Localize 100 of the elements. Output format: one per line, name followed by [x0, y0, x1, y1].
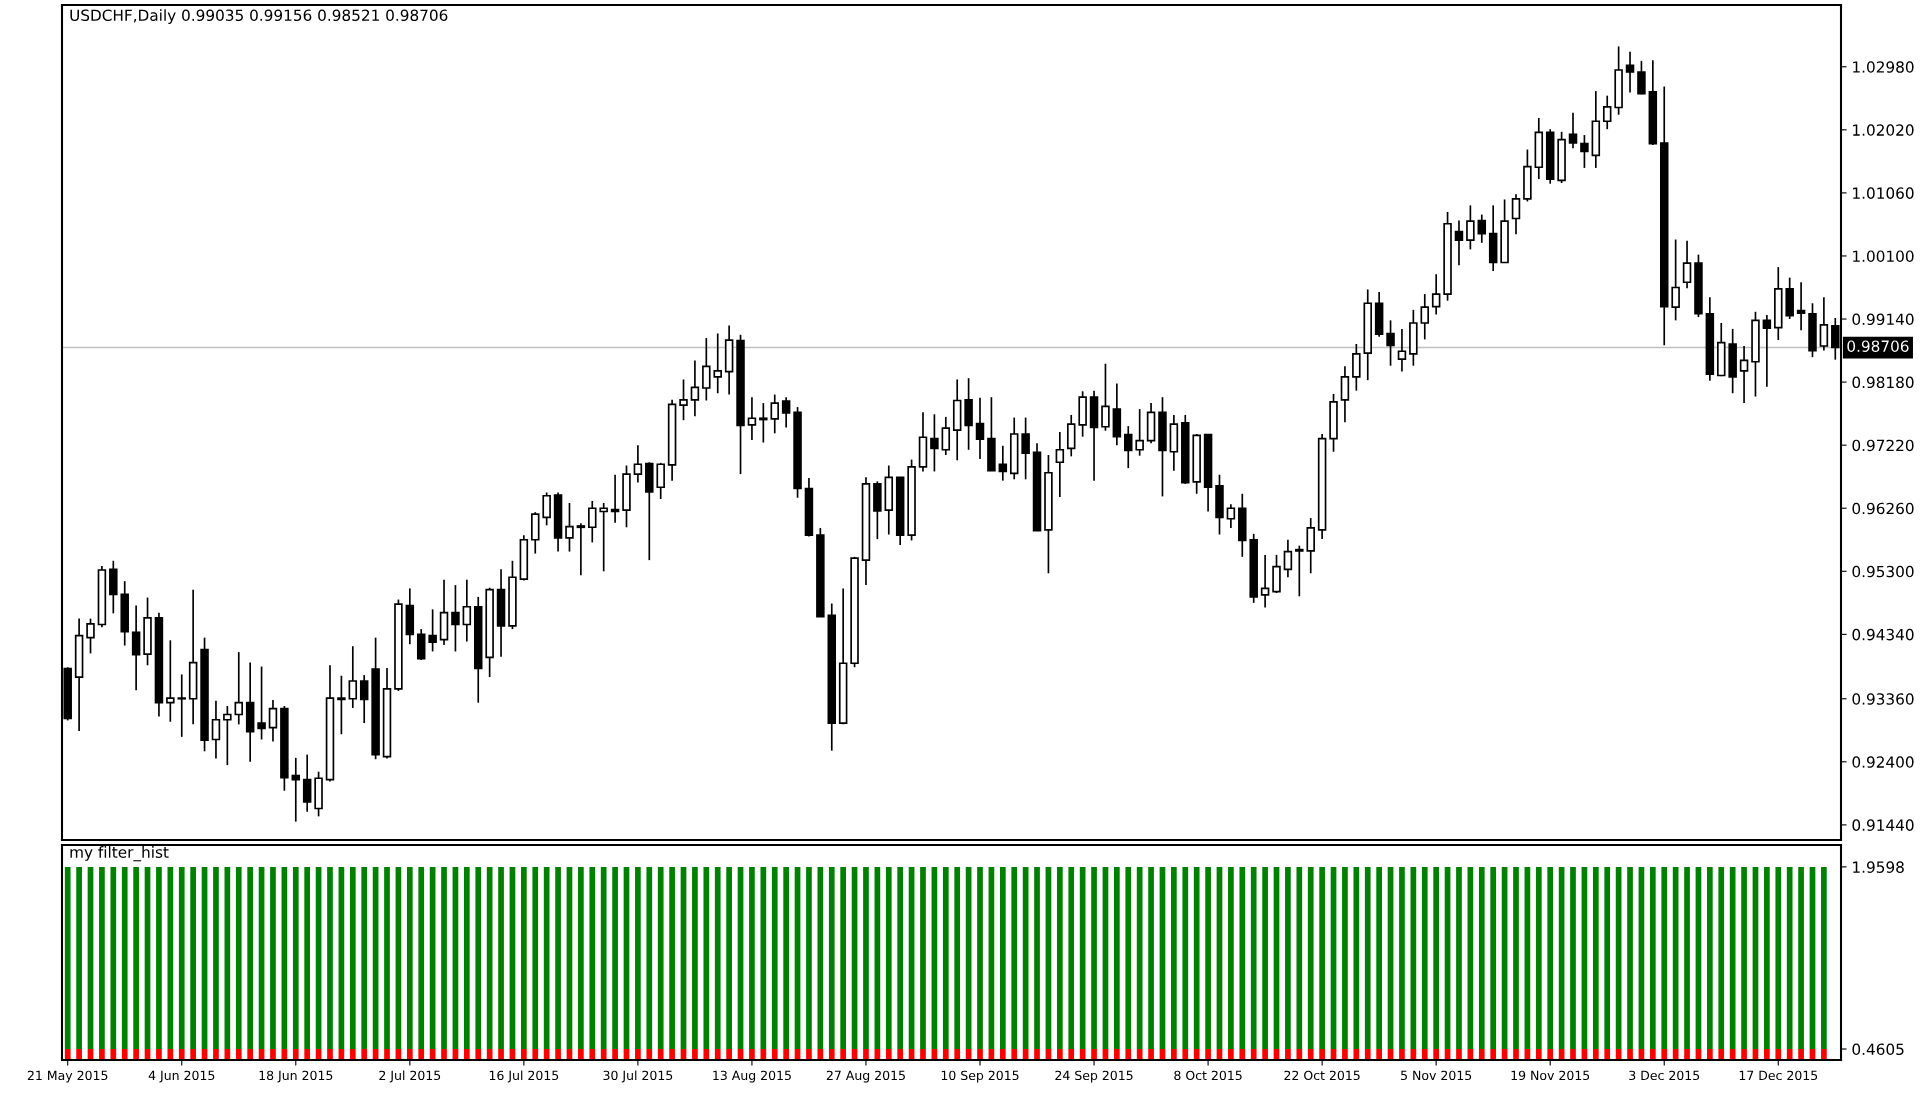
candlestick	[565, 502, 574, 553]
x-tick-label: 22 Oct 2015	[1284, 1070, 1360, 1081]
candlestick	[1055, 431, 1065, 498]
candlestick	[1386, 319, 1395, 367]
candlestick	[211, 699, 221, 760]
x-tick-label: 8 Oct 2015	[1174, 1070, 1242, 1081]
candlestick	[941, 416, 951, 456]
candlestick	[131, 604, 141, 692]
candlestick	[177, 673, 186, 738]
x-tick-label: 30 Jul 2015	[603, 1070, 673, 1083]
candlestick	[1226, 503, 1236, 529]
y-tick-label: 0.94340	[1852, 628, 1914, 641]
x-tick-label: 2 Jul 2015	[379, 1070, 441, 1083]
candlestick	[1580, 134, 1589, 169]
x-tick-label: 19 Nov 2015	[1511, 1070, 1590, 1081]
candlestick	[1671, 238, 1680, 322]
candlestick	[302, 753, 312, 813]
candlestick	[713, 332, 722, 395]
candlestick	[781, 396, 791, 429]
x-tick-label: 3 Dec 2015	[1629, 1070, 1700, 1081]
candlestick	[1682, 240, 1692, 289]
candlestick	[690, 359, 700, 418]
candlestick	[428, 608, 437, 653]
candlestick	[337, 674, 346, 736]
candlestick	[599, 502, 608, 573]
x-tick-label: 4 Jun 2015	[148, 1070, 215, 1083]
y-tick-label: 0.91440	[1852, 819, 1914, 831]
candlestick	[234, 651, 244, 726]
x-tick-label: 5 Nov 2015	[1401, 1070, 1472, 1081]
candlestick	[747, 396, 757, 441]
y-tick-label: 1.01060	[1853, 187, 1914, 199]
candlestick	[1454, 219, 1464, 266]
y-tick-label: 0.93360	[1852, 693, 1914, 705]
chart-title: USDCHF,Daily 0.99035 0.99156 0.98521 0.98706	[70, 9, 448, 24]
candlestick	[679, 378, 688, 422]
candlestick	[770, 393, 779, 435]
candlestick	[86, 617, 95, 655]
y-tick-label: 0.99140	[1852, 313, 1914, 326]
x-tick-label: 17 Dec 2015	[1739, 1070, 1818, 1081]
candlestick	[462, 579, 472, 643]
candlestick	[930, 413, 939, 473]
candlestick	[451, 584, 460, 653]
candlestick	[1762, 314, 1772, 388]
y-tick-label: 0.97220	[1852, 439, 1914, 452]
y-tick-label: 1.9598	[1853, 861, 1904, 873]
candlestick	[542, 491, 551, 527]
candlestick	[348, 645, 358, 709]
candlestick	[1101, 362, 1110, 432]
y-tick-label: 0.95300	[1852, 565, 1914, 578]
x-tick-label: 27 Aug 2015	[826, 1070, 905, 1083]
candlestick	[1568, 111, 1578, 150]
y-tick-label: 1.00100	[1853, 250, 1914, 262]
candlestick	[759, 402, 768, 444]
candlestick	[1135, 408, 1144, 457]
candlestick	[1625, 50, 1635, 94]
x-tick-label: 13 Aug 2015	[713, 1070, 791, 1083]
x-tick-label: 16 Jul 2015	[489, 1070, 559, 1083]
y-tick-label: 0.4605	[1852, 1043, 1904, 1056]
y-tick-label: 1.02020	[1853, 124, 1914, 136]
candlestick	[1431, 273, 1441, 316]
candlestick	[1511, 193, 1521, 236]
candlestick	[1819, 296, 1829, 352]
x-tick-label: 21 May 2015	[27, 1070, 108, 1083]
y-tick-label: 0.98180	[1852, 376, 1914, 389]
candlestick	[656, 462, 665, 500]
candlestick	[975, 397, 985, 460]
candlestick	[1295, 544, 1304, 598]
candlestick	[1306, 517, 1315, 575]
y-tick-label: 0.96260	[1852, 502, 1914, 515]
candlestick	[1602, 94, 1612, 131]
y-tick-label: 1.02980	[1853, 61, 1914, 73]
candlestick	[1340, 365, 1350, 424]
candlestick	[1397, 328, 1407, 373]
candlestick	[1124, 425, 1133, 469]
candlestick	[257, 665, 266, 741]
candlestick	[1796, 281, 1806, 332]
candlestick	[1283, 538, 1293, 579]
candlestick	[166, 639, 175, 723]
chart-title: my filter_hist	[70, 846, 169, 862]
candlestick	[1466, 204, 1475, 251]
ref-line-label: 0.98706	[1847, 340, 1909, 352]
candlestick	[1352, 343, 1361, 392]
x-tick-label: 10 Sep 2015	[941, 1070, 1019, 1083]
y-tick-label: 0.92400	[1852, 756, 1914, 768]
candlestick	[1021, 416, 1030, 481]
candlestick	[268, 699, 278, 743]
candlestick	[223, 705, 232, 766]
candlestick	[1739, 345, 1749, 404]
candlestick	[1637, 60, 1646, 96]
candlestick	[1260, 554, 1270, 609]
candlestick	[1420, 293, 1430, 341]
candlestick	[359, 674, 369, 724]
x-tick-label: 24 Sep 2015	[1055, 1070, 1133, 1083]
candlestick	[576, 522, 586, 577]
candlestick	[998, 444, 1008, 482]
candlestick	[702, 337, 711, 402]
candlestick	[588, 500, 597, 544]
candlestick	[1477, 213, 1487, 244]
x-tick-label: 18 Jun 2015	[259, 1070, 333, 1083]
candlestick	[633, 444, 643, 484]
